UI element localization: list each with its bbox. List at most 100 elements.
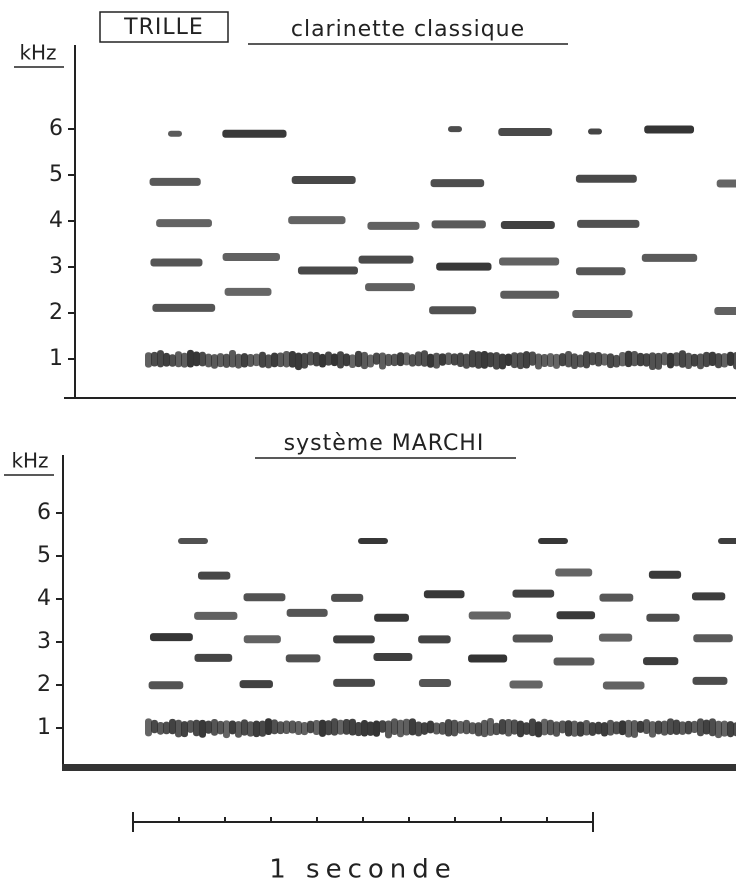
spectral-trace	[523, 722, 530, 735]
spectral-trace	[588, 128, 602, 135]
spectral-trace	[575, 267, 626, 276]
axis-label: kHz	[11, 449, 48, 473]
spectral-trace	[427, 720, 434, 734]
spectral-trace	[643, 719, 650, 734]
spectral-trace	[319, 353, 326, 368]
spectral-trace	[500, 221, 555, 230]
y-tick-label: 6	[49, 116, 63, 141]
spectral-trace	[145, 718, 152, 737]
spectral-trace	[541, 718, 548, 736]
spectral-trace	[475, 351, 482, 369]
spectral-trace	[481, 350, 488, 369]
spectral-trace	[283, 720, 290, 734]
spectral-trace	[571, 353, 578, 370]
spectral-trace	[181, 352, 188, 368]
spectral-trace	[239, 680, 273, 689]
spectral-trace	[553, 721, 560, 737]
spectral-trace	[445, 719, 452, 737]
spectral-trace	[243, 593, 286, 602]
spectral-trace	[487, 352, 494, 368]
spectral-trace	[259, 720, 266, 737]
spectral-trace	[655, 352, 662, 370]
spectral-trace	[643, 657, 679, 666]
spectral-trace	[469, 722, 476, 735]
scale-bar-label: 1 seconde	[269, 855, 457, 885]
spectral-trace	[436, 262, 492, 271]
spectral-trace	[595, 721, 602, 735]
spectral-trace	[445, 352, 452, 365]
spectral-trace	[235, 721, 242, 738]
spectral-trace	[602, 681, 645, 690]
spectral-trace	[358, 538, 388, 544]
spectral-trace	[175, 719, 182, 738]
spectral-trace	[307, 720, 314, 734]
spectral-trace	[337, 719, 344, 735]
spectral-trace	[331, 353, 338, 367]
spectral-trace	[493, 722, 500, 736]
spectral-trace	[493, 352, 500, 370]
title-box	[99, 11, 229, 43]
spectral-trace	[733, 351, 736, 370]
spectral-trace	[716, 179, 736, 188]
spectral-trace	[157, 721, 164, 735]
spectral-trace	[175, 351, 182, 368]
spectral-trace	[500, 290, 560, 299]
spectral-trace	[691, 720, 698, 734]
spectral-trace	[691, 353, 698, 367]
spectral-trace	[555, 568, 593, 577]
spectral-trace	[679, 721, 686, 735]
spectral-trace	[499, 257, 560, 266]
spectral-trace	[163, 352, 170, 367]
spectral-trace	[529, 718, 536, 737]
spectral-trace	[644, 125, 695, 134]
spectral-trace	[613, 721, 620, 735]
spectral-trace	[181, 721, 188, 738]
spectral-trace	[523, 351, 530, 369]
y-tick-label: 4	[49, 208, 63, 233]
spectral-trace	[655, 720, 662, 735]
spectral-trace	[715, 353, 722, 369]
spectral-trace	[468, 654, 508, 663]
spectral-trace	[637, 720, 644, 733]
spectral-trace	[649, 721, 656, 738]
spectral-trace	[619, 351, 626, 367]
spectral-trace	[451, 719, 458, 737]
spectral-trace	[511, 352, 518, 369]
spectral-trace	[517, 352, 524, 370]
spectral-trace	[691, 592, 726, 601]
spectral-trace	[463, 719, 470, 735]
y-tick-label: 5	[37, 543, 51, 568]
spectral-trace	[619, 720, 626, 736]
spectral-trace	[692, 676, 728, 685]
spectral-trace	[499, 353, 506, 370]
spectral-trace	[289, 351, 296, 368]
spectral-trace	[286, 608, 328, 617]
spectral-trace	[199, 719, 206, 738]
spectral-trace	[697, 718, 704, 737]
spectral-trace	[297, 266, 358, 275]
y-tick-label: 1	[49, 346, 63, 371]
spectral-trace	[277, 721, 284, 735]
spectral-trace	[661, 720, 668, 736]
spectral-trace	[431, 220, 486, 229]
spectral-trace	[714, 306, 736, 315]
spectral-trace	[223, 720, 230, 739]
spectral-trace	[703, 719, 710, 735]
spectral-trace	[439, 353, 446, 366]
spectral-trace	[572, 310, 633, 319]
spectral-trace	[535, 353, 542, 370]
spectral-trace	[625, 350, 632, 368]
spectral-trace	[265, 354, 272, 369]
spectral-trace	[577, 354, 584, 368]
spectral-trace	[733, 722, 736, 737]
spectral-trace	[721, 720, 728, 737]
spectral-trace	[289, 720, 296, 734]
spectral-trace	[187, 349, 194, 368]
spectral-trace	[197, 571, 231, 580]
spectral-trace	[222, 253, 280, 262]
spectral-trace	[509, 680, 543, 689]
spectral-trace	[194, 653, 233, 662]
spectral-trace	[152, 303, 216, 312]
spectral-trace	[385, 353, 392, 367]
spectral-trace	[433, 722, 440, 735]
